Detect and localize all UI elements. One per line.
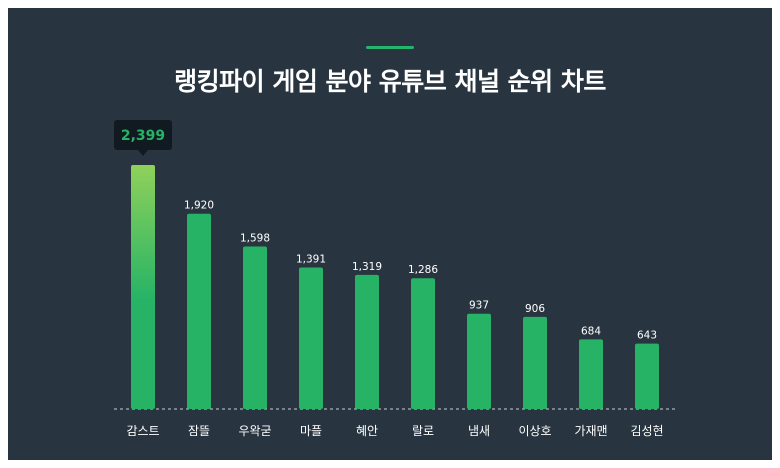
data-label: 1,319: [352, 261, 382, 273]
data-label: 937: [469, 300, 489, 312]
title-accent-line: [366, 46, 414, 49]
category-label: 마플: [300, 424, 322, 438]
bar-가재맨: [579, 339, 603, 409]
data-label: 643: [637, 330, 657, 342]
bar-우왁굳: [243, 246, 267, 409]
data-label: 1,286: [408, 264, 438, 276]
callout-pointer: [138, 150, 148, 156]
data-label: 1,598: [240, 232, 270, 244]
bar-이상호: [523, 316, 547, 409]
bar-감스트: [131, 165, 155, 409]
category-label: 감스트: [126, 424, 159, 438]
category-label: 잠뜰: [188, 424, 210, 438]
data-label: 684: [581, 325, 601, 337]
bar-잠뜰: [187, 213, 211, 409]
category-label: 우왁굳: [238, 424, 271, 438]
bar-랄로: [411, 278, 435, 409]
highlight-callout: [114, 120, 172, 150]
bar-냄새: [467, 313, 491, 409]
bar-혜안: [355, 274, 379, 409]
bar-김성현: [635, 343, 659, 409]
category-label: 혜안: [356, 424, 378, 438]
category-label: 이상호: [518, 424, 551, 438]
category-label: 가재맨: [574, 424, 607, 438]
data-label: 1,920: [184, 200, 214, 212]
chart-title: 랭킹파이 게임 분야 유튜브 채널 순위 차트: [174, 67, 606, 96]
category-label: 랄로: [412, 424, 434, 438]
data-label: 906: [525, 303, 545, 315]
bar-마플: [299, 267, 323, 409]
data-label: 1,391: [296, 254, 326, 266]
data-label: 2,399: [121, 128, 165, 144]
category-label: 냄새: [468, 424, 490, 438]
category-label: 김성현: [630, 424, 663, 438]
